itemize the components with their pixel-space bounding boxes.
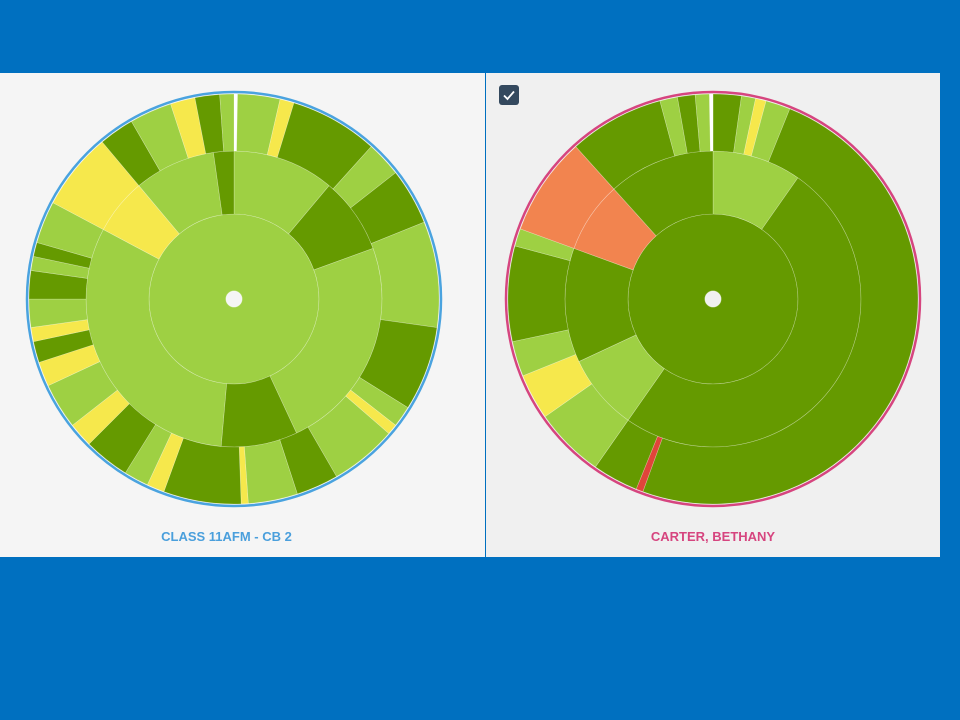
sunburst-segment	[635, 435, 663, 493]
sunburst-segment	[350, 172, 425, 244]
sunburst-segment	[170, 97, 207, 159]
sunburst-segment	[627, 177, 862, 448]
sunburst-segment	[72, 389, 130, 445]
sunburst-segment	[512, 329, 577, 377]
sunburst-segment	[33, 242, 93, 269]
sunburst-segment	[370, 221, 440, 328]
sunburst-segment	[52, 141, 140, 230]
center-dot	[225, 290, 243, 308]
sunburst-segment	[288, 185, 374, 271]
panel-label: CARTER, BETHANY	[650, 529, 776, 544]
sunburst-segment	[359, 319, 438, 409]
sunburst-segment	[709, 93, 714, 152]
sunburst-segment	[219, 93, 235, 152]
sunburst-segment	[694, 93, 711, 152]
outer-ring	[504, 90, 922, 508]
sunburst-segment	[194, 94, 224, 155]
sunburst-segment	[522, 354, 593, 418]
panel: CARTER, BETHANY	[486, 73, 940, 557]
sunburst-segment	[30, 319, 90, 342]
sunburst-segment	[575, 100, 676, 190]
sunburst-segment	[148, 213, 320, 385]
sunburst-segment	[677, 94, 701, 154]
sunburst-segment	[213, 150, 235, 216]
sunburst-segment	[544, 383, 629, 468]
checkbox[interactable]	[499, 85, 519, 105]
check-icon	[503, 90, 515, 101]
sunburst-segment	[519, 146, 615, 249]
sunburst-segment	[350, 377, 409, 426]
sunburst	[25, 90, 443, 508]
sunburst-segment	[47, 361, 118, 426]
sunburst-segment	[642, 108, 919, 505]
sunburst-segment	[124, 424, 172, 486]
sunburst-segment	[594, 419, 658, 490]
panel-label: CLASS 11AFM - CB 2	[161, 529, 292, 544]
sunburst-segment	[573, 188, 657, 271]
sunburst-segment	[743, 98, 767, 157]
outer-ring	[25, 90, 443, 508]
sunburst-segment	[507, 245, 571, 342]
app: CLASS 11AFM - CB 2 CARTER, BETHANY	[0, 73, 940, 557]
sunburst-segment	[266, 98, 295, 158]
center-dot	[704, 290, 722, 308]
sunburst-segment	[88, 403, 156, 474]
sunburst-segment	[33, 329, 94, 363]
sunburst	[504, 90, 922, 508]
sunburst-segment	[102, 185, 180, 260]
sunburst-segment	[85, 229, 227, 447]
sunburst-segment	[131, 103, 189, 172]
sunburst-segment	[269, 247, 383, 434]
sunburst-segment	[659, 96, 688, 157]
sunburst-segment	[38, 344, 101, 387]
sunburst-segment	[279, 426, 337, 495]
sunburst-segment	[627, 213, 799, 385]
panel: CLASS 11AFM - CB 2	[0, 73, 485, 557]
